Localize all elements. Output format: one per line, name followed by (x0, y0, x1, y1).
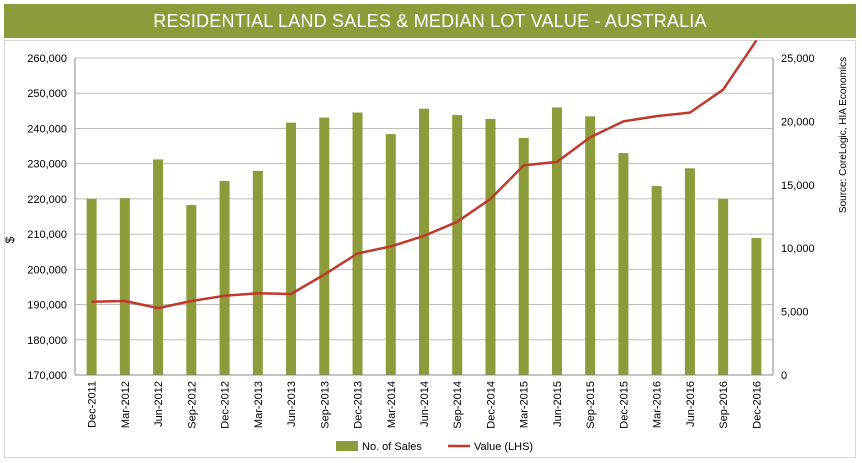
bar-no-of-sales (186, 205, 197, 375)
x-tick-label: Sep-2015 (585, 381, 597, 429)
y-left-tick-label: 190,000 (27, 300, 67, 312)
bar-no-of-sales (252, 170, 263, 375)
x-tick-label: Sep-2016 (718, 381, 730, 429)
y-right-tick-label: 15,000 (781, 180, 815, 192)
chart-border (4, 40, 856, 458)
y-right-tick-label: 5,000 (781, 307, 809, 319)
y-right-tick-label: 25,000 (781, 53, 815, 65)
bar-no-of-sales (119, 198, 130, 375)
y-right-tick-label: 10,000 (781, 243, 815, 255)
bar-no-of-sales (385, 134, 396, 375)
axis-layer: 170,000 180,000 190,000 200,000 210,000 220,0… (3, 53, 849, 429)
bar-no-of-sales (86, 198, 97, 375)
bar-no-of-sales (585, 116, 596, 375)
x-tick-label: Jun-2015 (552, 381, 564, 427)
bar-no-of-sales (651, 186, 662, 375)
bar-no-of-sales (452, 115, 463, 375)
x-tick-label: Sep-2013 (319, 381, 331, 429)
bar-no-of-sales (153, 159, 164, 375)
source-note: Source: CoreLogic, HIA Economics (838, 57, 849, 213)
x-tick-label: Mar-2015 (519, 381, 531, 428)
x-tick-label: Mar-2013 (253, 381, 265, 428)
x-tick-label: Jun-2014 (419, 381, 431, 427)
y-left-tick-label: 200,000 (27, 264, 67, 276)
line-layer (91, 39, 758, 310)
x-tick-label: Mar-2016 (652, 381, 664, 428)
x-tick-label: Dec-2015 (618, 381, 630, 429)
x-tick-label: Sep-2014 (452, 381, 464, 429)
y-left-axis-label: $ (3, 236, 17, 243)
bar-no-of-sales (419, 108, 429, 375)
bar-no-of-sales (718, 198, 729, 375)
y-left-tick-label: 180,000 (27, 335, 67, 347)
y-left-tick-label: 210,000 (27, 229, 67, 241)
bar-no-of-sales (219, 180, 230, 375)
bar-no-of-sales (352, 112, 363, 376)
x-tick-label: Mar-2014 (386, 381, 398, 428)
bar-no-of-sales (551, 107, 562, 376)
y-left-tick-label: 240,000 (27, 123, 67, 135)
bar-no-of-sales (319, 117, 330, 375)
bar-no-of-sales (485, 118, 496, 375)
x-tick-label: Dec-2014 (485, 381, 497, 429)
chart-title: RESIDENTIAL LAND SALES & MEDIAN LOT VALU… (4, 4, 856, 38)
bar-no-of-sales (518, 137, 529, 375)
x-tick-label: Dec-2011 (87, 381, 99, 428)
x-tick-label: Sep-2012 (186, 381, 198, 429)
x-tick-label: Jun-2012 (153, 381, 165, 427)
y-left-tick-label: 230,000 (27, 159, 67, 171)
x-tick-label: Jun-2013 (286, 381, 298, 427)
x-tick-label: Jun-2016 (685, 381, 697, 427)
y-left-tick-label: 170,000 (27, 370, 67, 382)
x-tick-label: Dec-2012 (220, 381, 232, 429)
y-right-tick-label: 0 (781, 370, 787, 382)
x-tick-label: Mar-2012 (120, 381, 132, 428)
legend-swatch-no-of-sales (336, 441, 358, 451)
bar-no-of-sales (751, 238, 762, 375)
line-value-lhs (91, 39, 758, 310)
y-left-tick-label: 220,000 (27, 194, 67, 206)
bar-no-of-sales (684, 168, 695, 375)
x-tick-label: Dec-2013 (353, 381, 365, 429)
x-tick-label: Dec-2016 (751, 381, 763, 429)
legend-layer: No. of Sales Value (LHS) (336, 441, 533, 453)
legend-label-value-lhs: Value (LHS) (474, 441, 533, 453)
y-left-tick-label: 250,000 (27, 88, 67, 100)
bar-no-of-sales (618, 153, 629, 375)
legend-label-no-of-sales: No. of Sales (362, 441, 422, 453)
bar-layer (86, 107, 762, 376)
bar-no-of-sales (286, 122, 297, 375)
y-right-tick-label: 20,000 (781, 116, 815, 128)
y-left-tick-label: 260,000 (27, 53, 67, 65)
